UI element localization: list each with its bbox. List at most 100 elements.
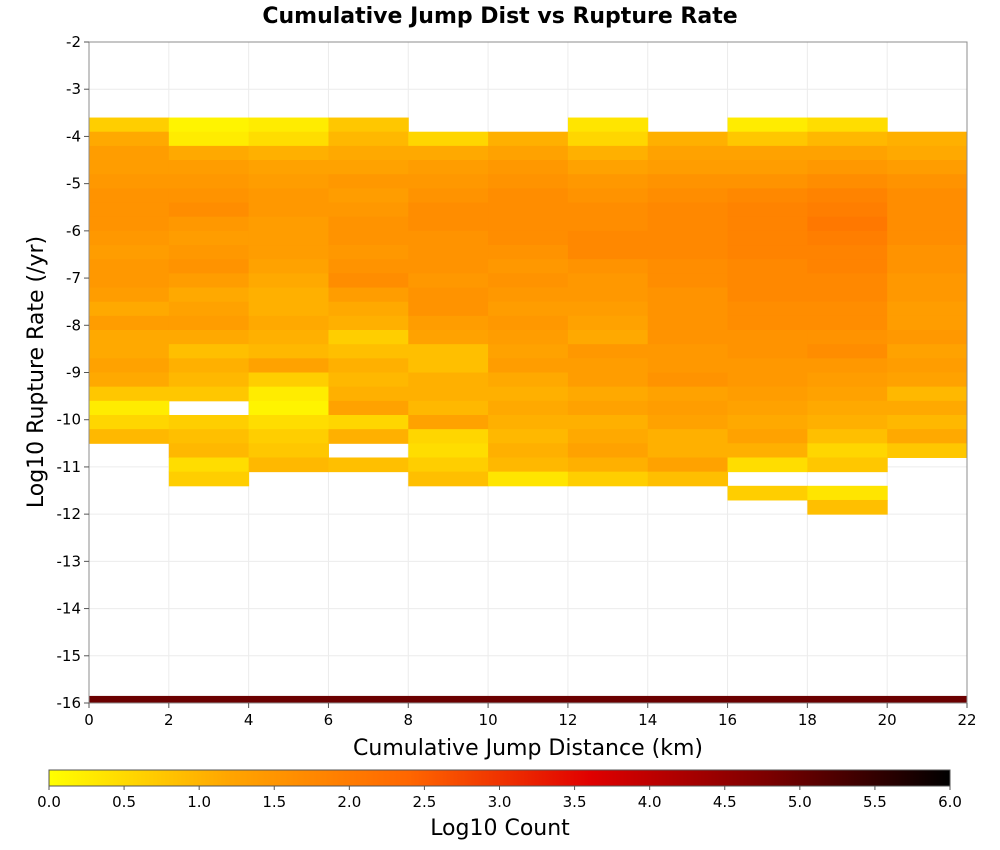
heatmap-cell [248, 160, 329, 175]
heatmap-cell [328, 429, 409, 444]
heatmap-cell [89, 273, 170, 289]
heatmap-cell [727, 160, 808, 175]
y-tick-label: -9 [66, 364, 81, 382]
colorbar-tick-label: 2.0 [337, 793, 361, 811]
heatmap-cell [727, 358, 808, 373]
heatmap-cell [887, 216, 968, 232]
heatmap-cell [887, 245, 968, 260]
heatmap-cell [727, 245, 808, 260]
heatmap-cell [887, 287, 968, 303]
heatmap-cell [89, 330, 170, 345]
colorbar-tick-label: 3.5 [563, 793, 587, 811]
heatmap-cell [408, 145, 489, 161]
heatmap-cell [328, 188, 409, 204]
heatmap-cell [567, 273, 649, 289]
heatmap-cell [168, 188, 250, 204]
heatmap-cell [248, 273, 329, 289]
heatmap-cell [488, 202, 569, 218]
heatmap-cell [488, 230, 569, 246]
heatmap-cell [887, 315, 968, 331]
heatmap-cell [488, 429, 569, 444]
heatmap-cell [89, 117, 170, 133]
heatmap-cell [488, 358, 569, 373]
heatmap-cell [567, 174, 649, 189]
colorbar-tick-label: 0.5 [112, 793, 136, 811]
heatmap-cell [647, 259, 729, 274]
heatmap-cell [168, 259, 250, 274]
heatmap-cell [408, 414, 489, 430]
heatmap-cell [727, 315, 808, 331]
heatmap-cell [168, 443, 250, 458]
y-axis-ticks: -2 -3 -4 -5 -6 -7 -8 -9 -10 -11 -12 -13 -14 -15 -16 [57, 33, 89, 712]
heatmap-cell [727, 414, 808, 430]
y-tick-label: -5 [66, 175, 81, 193]
heatmap-cell [647, 372, 729, 388]
y-tick-label: -6 [66, 222, 81, 240]
heatmap-cell [248, 287, 329, 303]
heatmap-cell [89, 287, 170, 303]
heatmap-cell [248, 202, 329, 218]
heatmap-cell [887, 344, 968, 359]
heatmap-cell [647, 287, 729, 303]
heatmap-cell [727, 188, 808, 204]
heatmap-cell [807, 230, 888, 246]
x-tick-label: 22 [957, 711, 976, 729]
heatmap-cell [168, 202, 250, 218]
heatmap-cell [328, 216, 409, 232]
heatmap-cell [328, 414, 409, 430]
heatmap-cell [807, 330, 888, 345]
heatmap-cell [408, 471, 489, 487]
heatmap-cell [807, 443, 888, 458]
heatmap-cell [248, 429, 329, 444]
heatmap-cell [89, 174, 170, 189]
heatmap-cell [647, 358, 729, 373]
heatmap-cell [89, 358, 170, 373]
heatmap-cell [807, 485, 888, 501]
heatmap-cell [727, 145, 808, 161]
heatmap-cell [168, 273, 250, 289]
heatmap-cell [328, 315, 409, 331]
heatmap-cell [248, 386, 329, 402]
heatmap-cell [727, 386, 808, 402]
heatmap-cell [248, 230, 329, 246]
x-tick-label: 2 [164, 711, 174, 729]
heatmap-cell [567, 259, 649, 274]
heatmap-cell [89, 160, 170, 175]
heatmap-cell [168, 414, 250, 430]
heatmap-cell [807, 287, 888, 303]
heatmap-cell [488, 386, 569, 402]
y-tick-label: -16 [57, 694, 82, 712]
heatmap-cell [328, 273, 409, 289]
heatmap-cell [567, 457, 649, 473]
heatmap-cell [727, 485, 808, 501]
heatmap-cell [647, 471, 729, 487]
heatmap-cell [887, 414, 968, 430]
y-tick-label: -14 [57, 600, 82, 618]
heatmap-cell [248, 358, 329, 373]
heatmap-cell [248, 131, 329, 147]
heatmap-cell [567, 414, 649, 430]
heatmap-cell [647, 330, 729, 345]
heatmap-cell [328, 358, 409, 373]
heatmap-cell [89, 230, 170, 246]
heatmap-cell [168, 174, 250, 189]
heatmap-cell [408, 230, 489, 246]
heatmap-cell [887, 174, 968, 189]
heatmap-cell [328, 457, 409, 473]
heatmap-cell [887, 429, 968, 444]
heatmap-cell [248, 443, 329, 458]
colorbar-tick-label: 5.0 [788, 793, 812, 811]
heatmap-cell [807, 429, 888, 444]
colorbar-tick-label: 3.0 [488, 793, 512, 811]
heatmap-cell [248, 372, 329, 388]
heatmap-cell [807, 358, 888, 373]
heatmap-cell [89, 344, 170, 359]
heatmap-bottom-row [89, 695, 967, 703]
heatmap-cell [168, 330, 250, 345]
x-tick-label: 0 [84, 711, 94, 729]
heatmap-cell [89, 414, 170, 430]
heatmap-cell [567, 443, 649, 458]
heatmap-cell [567, 188, 649, 204]
heatmap-cell [807, 216, 888, 232]
